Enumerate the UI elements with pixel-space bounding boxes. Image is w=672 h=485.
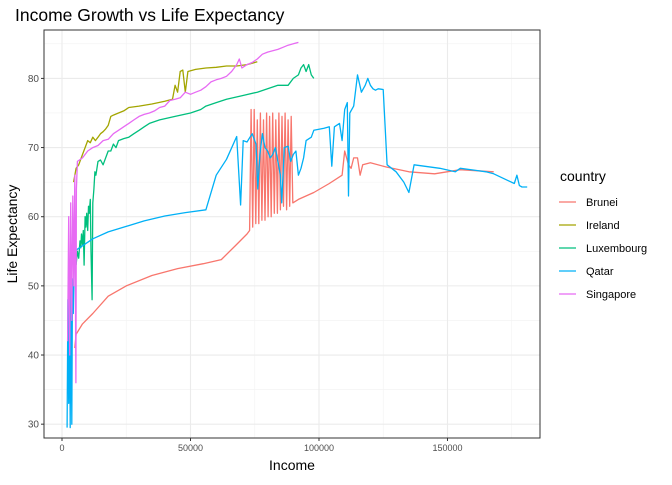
series-line-singapore (66, 41, 299, 384)
series-line-ireland (72, 61, 258, 183)
x-axis-label: Income (269, 457, 315, 473)
x-tick-label: 0 (59, 443, 64, 453)
y-tick-label: 30 (28, 420, 40, 431)
plot-panel (44, 30, 540, 438)
legend-label-ireland: Ireland (586, 220, 620, 232)
series-line-brunei (74, 108, 494, 349)
y-tick-label: 50 (28, 281, 40, 292)
legend: country Brunei Ireland Luxembourg Qatar Sing… (559, 168, 647, 301)
y-tick-label: 60 (28, 212, 40, 223)
series-layer (66, 41, 528, 429)
y-tick-label: 40 (28, 351, 40, 362)
series-line-qatar (66, 74, 528, 429)
x-tick-label: 150000 (432, 443, 462, 453)
y-axis: 30 40 50 60 70 80 (28, 74, 44, 431)
chart-title: Income Growth vs Life Expectancy (15, 5, 285, 25)
legend-label-singapore: Singapore (586, 289, 636, 301)
series-line-luxembourg (75, 63, 315, 301)
legend-label-qatar: Qatar (586, 266, 614, 278)
x-tick-label: 50000 (178, 443, 203, 453)
major-grid (44, 30, 540, 438)
x-axis: 0 50000 100000 150000 (59, 438, 463, 453)
x-tick-label: 100000 (304, 443, 334, 453)
legend-label-brunei: Brunei (586, 197, 618, 209)
legend-title: country (560, 168, 606, 184)
y-tick-label: 80 (28, 74, 40, 85)
plot-border (43, 29, 541, 439)
legend-label-luxembourg: Luxembourg (586, 243, 647, 255)
y-tick-label: 70 (28, 143, 40, 154)
y-axis-label: Life Expectancy (4, 185, 20, 284)
